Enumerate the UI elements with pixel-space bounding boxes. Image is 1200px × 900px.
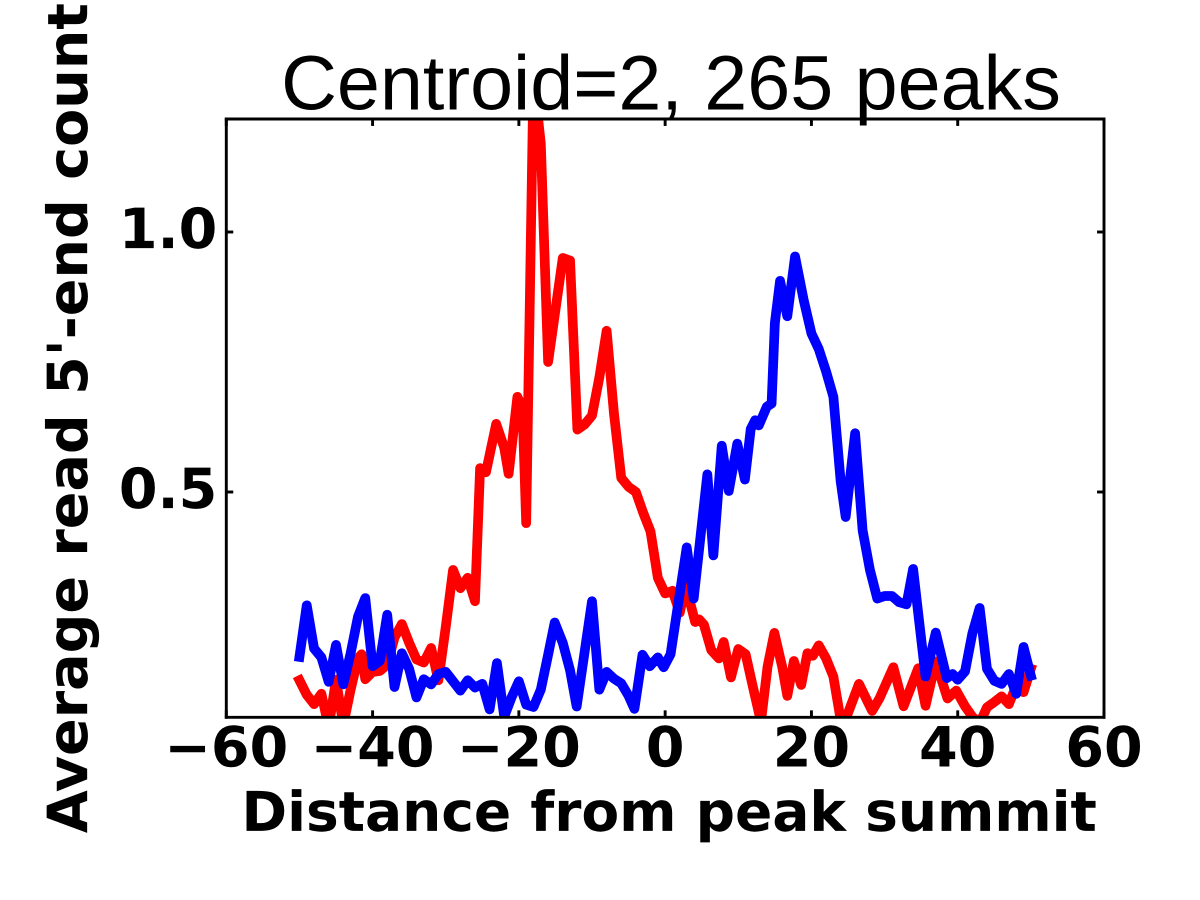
svg-text:Centroid=2, 265 peaks: Centroid=2, 265 peaks (281, 40, 1061, 126)
